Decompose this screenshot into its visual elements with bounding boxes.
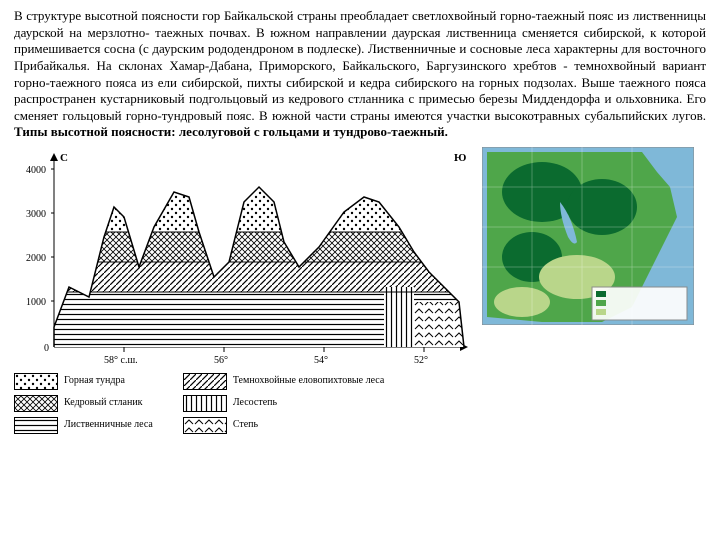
x-tick-58: 58° с.ш.	[104, 355, 138, 366]
paragraph-text: В структуре высотной поясности гор Байка…	[14, 8, 706, 123]
y-tick-0: 0	[44, 343, 49, 354]
legend-item: Кедровый стланик	[14, 395, 153, 412]
y-tick-3000: 3000	[26, 209, 46, 220]
profile-chart: 4000 3000 2000 1000 0 С Ю	[14, 147, 474, 434]
swatch-vert	[183, 395, 227, 412]
swatch-carets	[183, 417, 227, 434]
legend-item: Горная тундра	[14, 373, 153, 390]
profile-svg: 4000 3000 2000 1000 0 С Ю	[14, 147, 474, 367]
figure-row: 4000 3000 2000 1000 0 С Ю	[14, 147, 706, 434]
legend-label: Лесостепь	[233, 397, 277, 410]
main-paragraph: В структуре высотной поясности гор Байка…	[14, 8, 706, 141]
map-svg	[482, 147, 694, 325]
swatch-diag	[183, 373, 227, 390]
legend-col-1: Горная тундра Кедровый стланик Лиственни…	[14, 373, 153, 434]
y-tick-2000: 2000	[26, 253, 46, 264]
y-tick-1000: 1000	[26, 297, 46, 308]
legend-item: Темнохвойные еловопихтовые леса	[183, 373, 384, 390]
legend-label: Лиственничные леса	[64, 419, 153, 432]
y-tick-4000: 4000	[26, 165, 46, 176]
swatch-cross	[14, 395, 58, 412]
x-tick-54: 54°	[314, 355, 328, 366]
swatch-horiz	[14, 417, 58, 434]
x-tick-56: 56°	[214, 355, 228, 366]
legend-item: Степь	[183, 417, 384, 434]
swatch-dots	[14, 373, 58, 390]
axis-label-yu: Ю	[454, 152, 466, 164]
x-tick-52: 52°	[414, 355, 428, 366]
legend: Горная тундра Кедровый стланик Лиственни…	[14, 373, 474, 434]
legend-label: Темнохвойные еловопихтовые леса	[233, 375, 384, 388]
legend-label: Степь	[233, 419, 258, 432]
legend-item: Лиственничные леса	[14, 417, 153, 434]
legend-label: Кедровый стланик	[64, 397, 143, 410]
paragraph-bold: Типы высотной поясности: лесолуговой с г…	[14, 124, 448, 139]
map-figure	[482, 147, 694, 434]
legend-label: Горная тундра	[64, 375, 125, 388]
legend-col-2: Темнохвойные еловопихтовые леса Лесостеп…	[183, 373, 384, 434]
legend-item: Лесостепь	[183, 395, 384, 412]
axis-label-c: С	[60, 152, 68, 164]
